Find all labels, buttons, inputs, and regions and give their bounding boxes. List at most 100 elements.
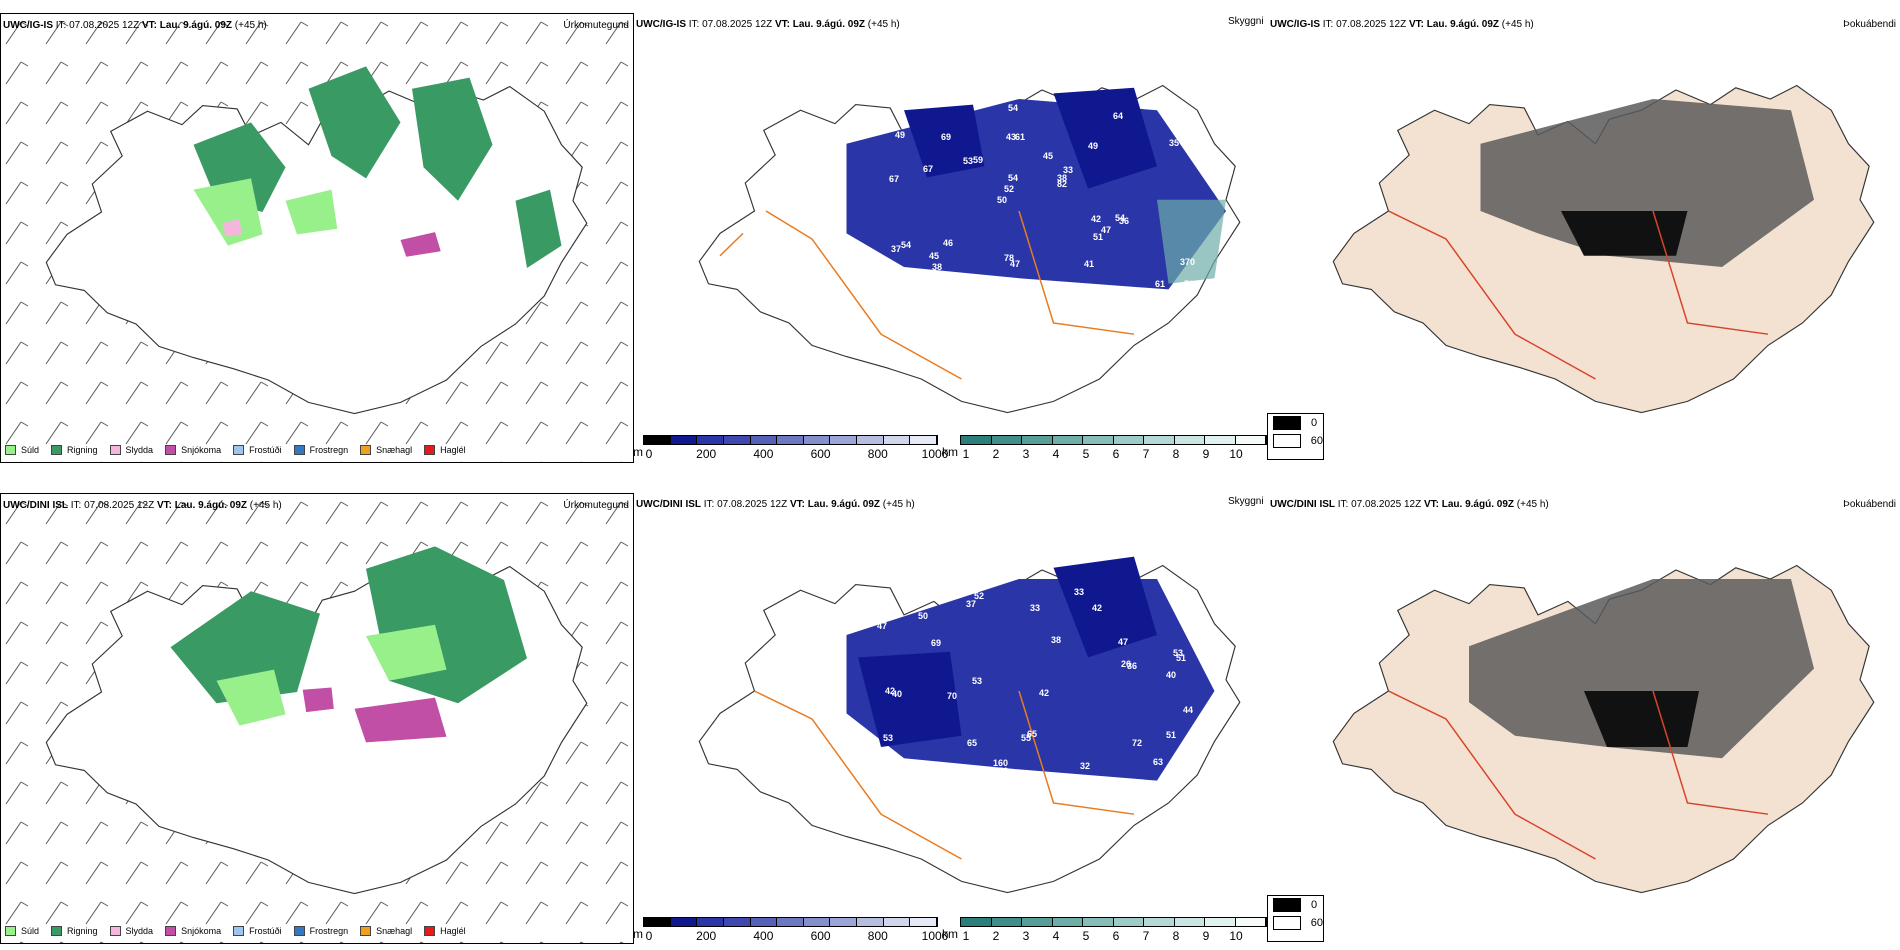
legend-item: Rigning (51, 926, 98, 936)
colorbar-cell (1174, 918, 1205, 926)
panel-header: UWC/DINI ISL IT: 07.08.2025 12Z VT: Lau.… (636, 499, 915, 510)
colorbar-cell (697, 436, 724, 444)
cloud-base-label: 370 (1180, 257, 1195, 267)
colorbar-cell (857, 436, 884, 444)
cloud-base-label: 55 (1223, 167, 1233, 177)
colorbar-tick: 8 (1172, 929, 1180, 943)
legend-swatch (233, 445, 245, 455)
legend-label: Súld (21, 926, 40, 936)
cloud-base-label: 48 (907, 282, 917, 292)
colorbar-tick: 0 (645, 929, 653, 943)
cloud-base-label: 50 (997, 195, 1007, 205)
colorbar-tick: 3 (1022, 447, 1030, 461)
colorbar-cell (1144, 918, 1175, 926)
colorbar-cell (670, 436, 698, 444)
colorbar-tick: 1000 (921, 929, 949, 943)
cloud-base-label: 47 (1118, 637, 1128, 647)
colorbar-cell (910, 918, 938, 926)
colorbar-tick: 10 (1229, 929, 1243, 943)
legend-item: Snjókoma (165, 926, 221, 936)
colorbar-cell (1083, 436, 1114, 444)
cloud-base-label: 42 (886, 755, 896, 765)
snow-area (400, 232, 441, 257)
cloud-base-label: 69 (931, 638, 941, 648)
cloud-base-label: 45 (929, 251, 939, 261)
cloud-base-label: 48 (970, 769, 980, 779)
cloud-base-label: 32 (1080, 761, 1090, 771)
cloud-base-label: 69 (941, 132, 951, 142)
legend-swatch (5, 445, 16, 455)
legend-swatch (424, 445, 436, 455)
legend-swatch (360, 926, 372, 936)
legend-item: Haglél (424, 445, 466, 455)
cloud-base-label: 35 (1169, 138, 1179, 148)
cloud-base-label: 41 (1084, 259, 1094, 269)
fog-title: Þokuábendi (1843, 499, 1896, 510)
cloud-base-label: 70 (947, 691, 957, 701)
colorbar-cell (961, 918, 992, 926)
legend-label: Frostregn (309, 445, 349, 455)
colorbar-tick: 5 (1082, 929, 1090, 943)
colorbar-tick: 0 (645, 447, 653, 461)
colorbar-tick: 200 (696, 447, 717, 461)
legend-swatch (51, 926, 63, 936)
cloud-base-label: 38 (1057, 173, 1067, 183)
fog-panel-bottom: UWC/DINI ISL IT: 07.08.2025 12Z VT: Lau.… (1268, 493, 1900, 944)
precip-panel-bottom: UWC/DINI ISL IT: 07.08.2025 12Z VT: Lau.… (0, 493, 634, 944)
cloud-base-label: 51 (1166, 730, 1176, 740)
cloud-base-label: 49 (1202, 636, 1212, 646)
colorbar-tick: 8 (1172, 447, 1180, 461)
legend-swatch (293, 926, 305, 936)
colorbar-cell (750, 918, 778, 926)
colorbar-cell (1144, 436, 1175, 444)
colorbar-tick: 200 (696, 929, 717, 943)
colorbar-cell (830, 436, 858, 444)
cloud-base-label: 49 (895, 130, 905, 140)
legend-label: Rigning (67, 445, 98, 455)
legend-item: Haglél (424, 926, 466, 936)
colorbar-tick: 9 (1202, 447, 1210, 461)
cloud-base-label: 38 (1051, 635, 1061, 645)
cloud-base-label: 56 (998, 766, 1008, 776)
cloud-base-label: 58 (1224, 734, 1234, 744)
legend-label: Frostregn (309, 926, 349, 936)
cloud-base-label: 52 (1004, 184, 1014, 194)
cloud-base-label: 53 (942, 276, 952, 286)
colorbar-cell (723, 918, 751, 926)
cloud-base-label: 67 (923, 164, 933, 174)
colorbar-cell (830, 918, 858, 926)
colorbar-tick: 1 (962, 929, 970, 943)
cloud-map-bottom: 51 49 45 38 42 52 53 65 88 69 28 47 40 56 53 50 31 37 65 51… (698, 556, 1241, 894)
cloud-base-label: 58 (1046, 290, 1056, 300)
fog-title: Þokuábendi (1843, 19, 1896, 30)
colorbar-cell (670, 918, 698, 926)
colorbar-cell (777, 918, 804, 926)
colorbar-cell (803, 918, 831, 926)
legend-item: Snjókoma (165, 445, 221, 455)
drizzle-area (193, 178, 263, 246)
cloud-base-label: 39 (1172, 766, 1182, 776)
legend-label: Frostúði (249, 926, 282, 936)
fog-map-bottom (1332, 564, 1875, 894)
cloud-base-label: 53 (883, 733, 893, 743)
rain-area (515, 189, 562, 268)
colorbar-tick: 400 (753, 929, 774, 943)
colorbar-cell (1235, 436, 1266, 444)
legend-item: Snæhagl (360, 445, 412, 455)
cloud-base-label: 33 (1063, 165, 1073, 175)
panel-header: UWC/IG-IS IT: 07.08.2025 12Z VT: Lau. 9.… (1270, 19, 1534, 30)
legend-label: Snæhagl (376, 926, 413, 936)
cloud-base-label: 49 (1088, 141, 1098, 151)
cloud-base-label: 42 (1039, 688, 1049, 698)
colorbar-tick: 3 (1022, 929, 1030, 943)
height-colorbar: m 0 200 400 600 800 1000 (633, 435, 948, 461)
colorbar-cell (910, 436, 938, 444)
cloud-base-label: 53 (1173, 648, 1183, 658)
panel-header: UWC/DINI ISL IT: 07.08.2025 12Z VT: Lau.… (1270, 499, 1549, 510)
colorbar-tick: 600 (810, 929, 831, 943)
colorbar-tick: 7 (1142, 929, 1150, 943)
colorbar-tick: 5 (1082, 447, 1090, 461)
legend-item: Slydda (109, 926, 153, 936)
fog-map-top (1332, 84, 1875, 414)
colorbar-cell (1174, 436, 1205, 444)
